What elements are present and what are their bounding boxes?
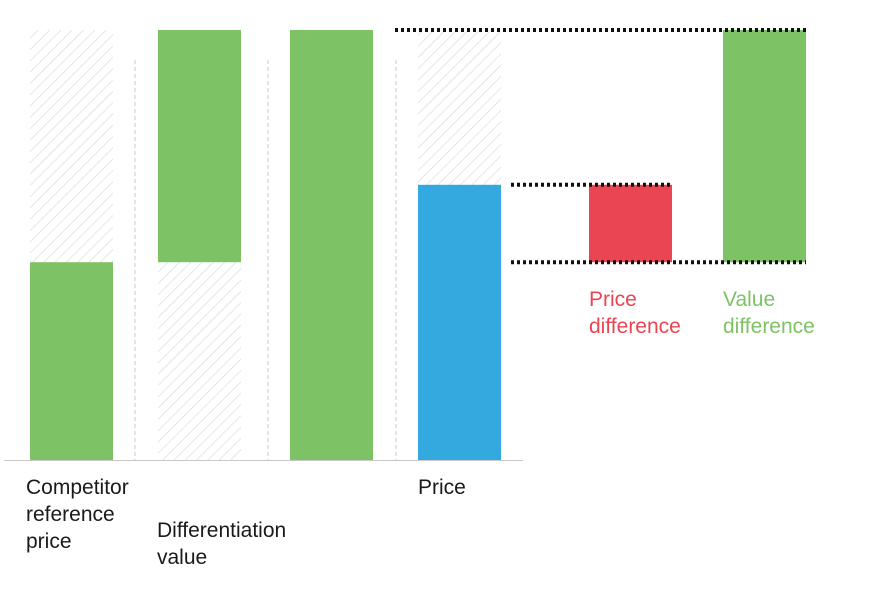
label-layer: Competitor reference price Differentiation v… — [26, 288, 815, 569]
bar-value-total — [290, 30, 373, 460]
bar-value-difference — [723, 30, 806, 263]
category-label-competitor: Competitor reference price — [26, 476, 129, 553]
bar-price — [418, 184, 501, 461]
divider-layer — [4, 60, 523, 461]
category-label-differentiation: Differentiation value — [157, 519, 286, 569]
label-value-difference: Value difference — [723, 288, 815, 338]
bar-layer — [30, 30, 806, 461]
bar-price-difference — [589, 184, 672, 263]
bar-differentiation — [158, 30, 241, 263]
label-price-difference: Price difference — [589, 288, 681, 338]
reference-line-layer — [395, 28, 806, 265]
bar-competitor — [30, 262, 113, 460]
category-label-price: Price — [418, 476, 466, 499]
